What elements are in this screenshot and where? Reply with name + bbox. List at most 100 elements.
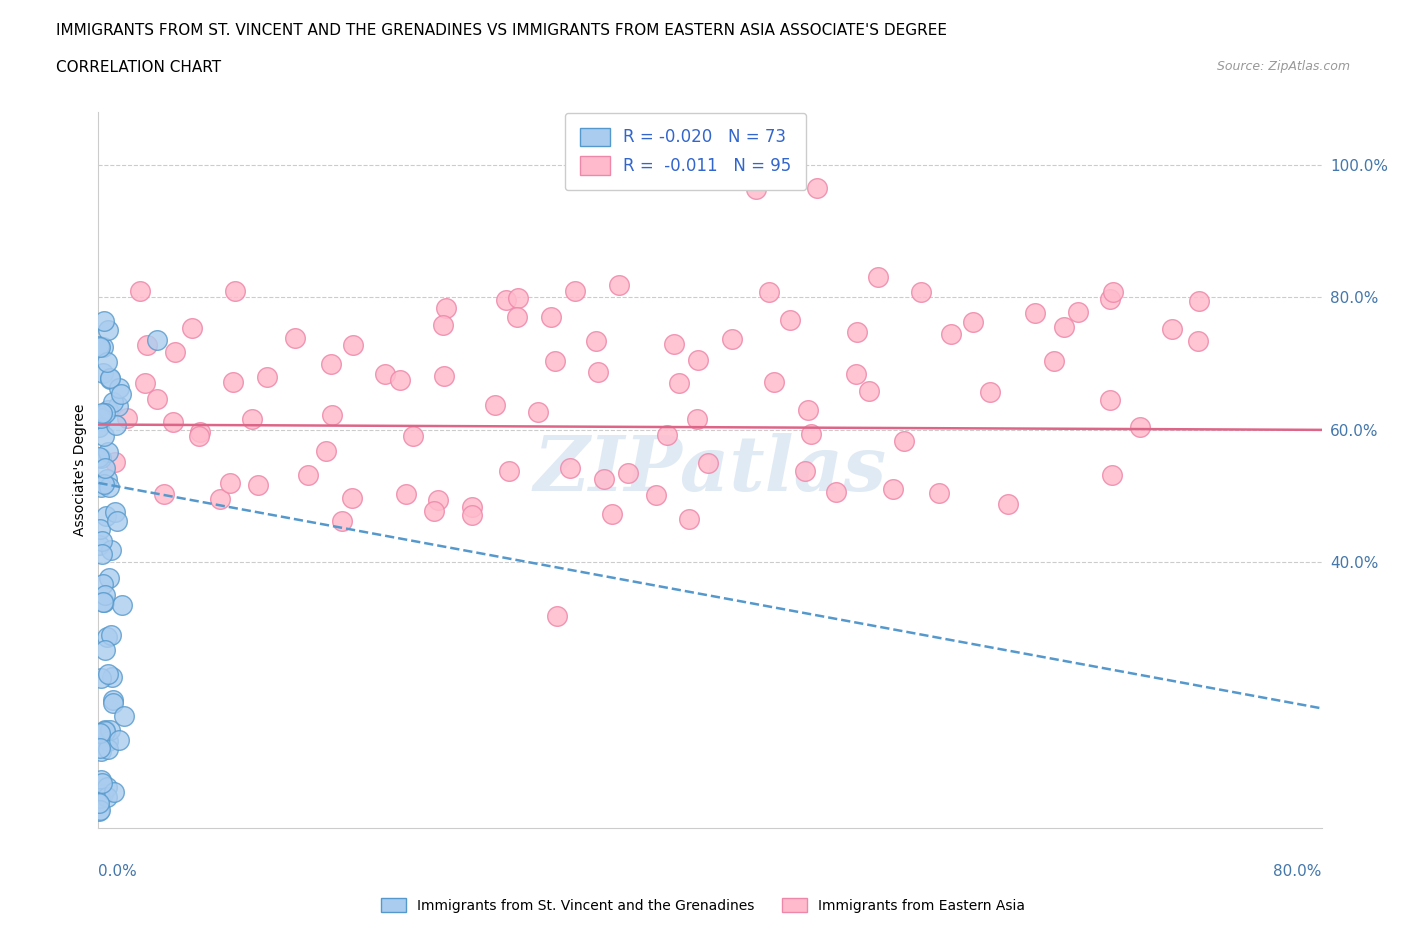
Point — [110, 387, 132, 402]
Point — [89, 521, 111, 536]
Text: 0.0%: 0.0% — [98, 863, 138, 879]
Point — [98, 371, 121, 386]
Point — [1188, 293, 1211, 308]
Point — [94, 724, 117, 738]
Point — [616, 465, 638, 480]
Point — [558, 460, 581, 475]
Point — [800, 427, 823, 442]
Point — [96, 472, 118, 486]
Point — [187, 428, 209, 443]
Point — [89, 538, 111, 552]
Point — [188, 425, 211, 440]
Point — [655, 428, 678, 443]
Point — [564, 284, 586, 299]
Point — [136, 338, 159, 352]
Point — [224, 284, 246, 299]
Point — [87, 449, 110, 464]
Text: IMMIGRANTS FROM ST. VINCENT AND THE GRENADINES VS IMMIGRANTS FROM EASTERN ASIA A: IMMIGRANTS FROM ST. VINCENT AND THE GREN… — [56, 23, 948, 38]
Point — [94, 509, 117, 524]
Point — [108, 380, 131, 395]
Point — [1024, 305, 1046, 320]
Text: CORRELATION CHART: CORRELATION CHART — [56, 60, 221, 75]
Point — [593, 472, 616, 486]
Point — [762, 374, 785, 389]
Point — [586, 365, 609, 379]
Point — [1066, 304, 1088, 319]
Point — [460, 499, 482, 514]
Point — [90, 743, 112, 758]
Point — [218, 475, 240, 490]
Point — [111, 598, 134, 613]
Point — [89, 804, 111, 818]
Point — [484, 397, 506, 412]
Point — [128, 284, 150, 299]
Point — [101, 693, 124, 708]
Point — [825, 485, 848, 499]
Point — [97, 734, 120, 749]
Point — [89, 790, 111, 805]
Point — [91, 365, 114, 380]
Point — [105, 418, 128, 432]
Point — [103, 785, 125, 800]
Point — [90, 671, 112, 685]
Point — [100, 627, 122, 642]
Legend: Immigrants from St. Vincent and the Grenadines, Immigrants from Eastern Asia: Immigrants from St. Vincent and the Gren… — [375, 893, 1031, 919]
Point — [697, 456, 720, 471]
Point — [508, 291, 530, 306]
Point — [1099, 392, 1122, 407]
Point — [96, 630, 118, 644]
Point — [797, 403, 820, 418]
Point — [319, 356, 342, 371]
Point — [101, 395, 124, 410]
Point — [374, 366, 396, 381]
Point — [107, 733, 129, 748]
Point — [745, 181, 768, 196]
Point — [89, 740, 111, 755]
Point — [461, 508, 484, 523]
Point — [495, 293, 517, 308]
Point — [100, 542, 122, 557]
Point — [240, 411, 263, 426]
Point — [662, 337, 685, 352]
Point — [893, 433, 915, 448]
Point — [91, 546, 114, 561]
Point — [90, 450, 112, 465]
Point — [89, 339, 111, 353]
Point — [90, 534, 112, 549]
Y-axis label: Associate's Degree: Associate's Degree — [73, 404, 87, 536]
Point — [645, 487, 668, 502]
Point — [134, 376, 156, 391]
Point — [115, 410, 138, 425]
Point — [96, 355, 118, 370]
Point — [962, 315, 984, 330]
Point — [678, 512, 700, 526]
Point — [91, 787, 114, 802]
Point — [87, 420, 110, 435]
Point — [342, 338, 364, 352]
Point — [90, 409, 112, 424]
Point — [94, 723, 117, 737]
Point — [93, 594, 115, 609]
Point — [93, 594, 115, 609]
Point — [434, 300, 457, 315]
Point — [107, 399, 129, 414]
Point — [221, 375, 243, 390]
Point — [89, 725, 111, 740]
Point — [208, 492, 231, 507]
Point — [858, 383, 880, 398]
Point — [1042, 353, 1064, 368]
Point — [427, 492, 450, 507]
Point — [321, 407, 343, 422]
Point — [668, 375, 690, 390]
Point — [97, 570, 120, 585]
Point — [1129, 419, 1152, 434]
Legend: R = -0.020   N = 73, R =  -0.011   N = 95: R = -0.020 N = 73, R = -0.011 N = 95 — [565, 113, 807, 190]
Point — [1187, 333, 1209, 348]
Point — [94, 405, 117, 420]
Point — [686, 412, 709, 427]
Point — [546, 608, 568, 623]
Point — [96, 790, 118, 804]
Point — [423, 504, 446, 519]
Point — [97, 741, 120, 756]
Point — [1160, 322, 1182, 337]
